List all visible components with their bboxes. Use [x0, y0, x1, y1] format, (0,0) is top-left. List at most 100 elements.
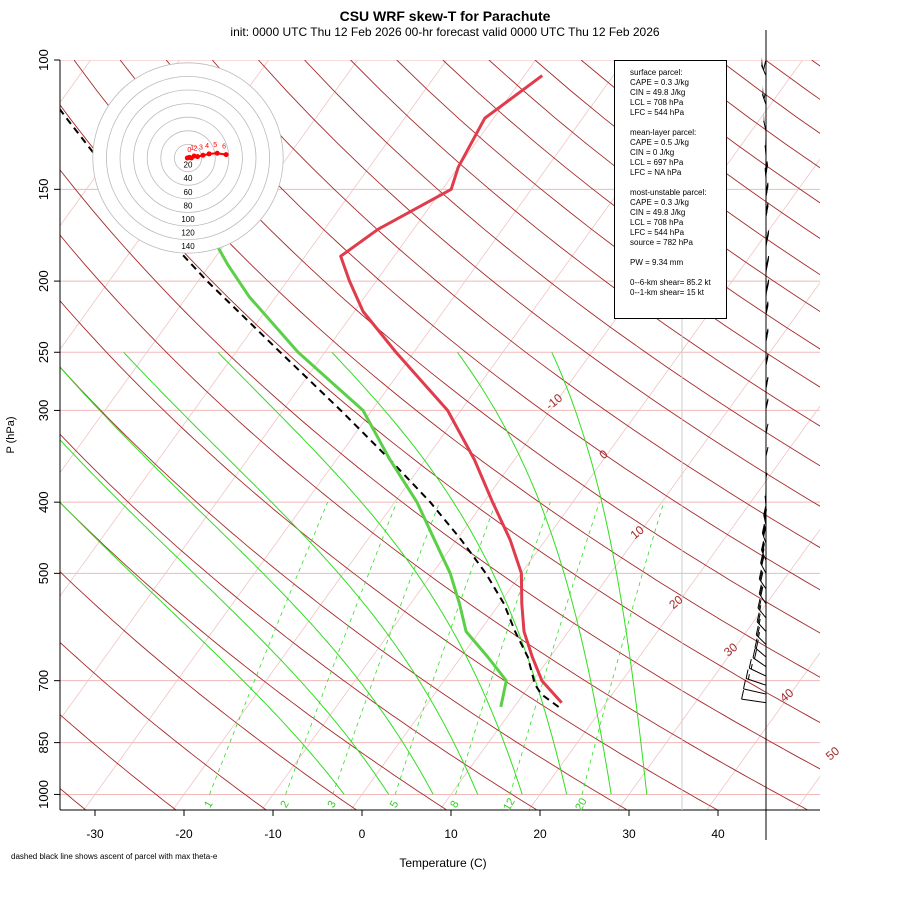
wind-barb: [761, 523, 767, 544]
x-tick-label: 30: [622, 827, 636, 841]
barb-staff: [741, 698, 767, 704]
moist-adiabat-line: [60, 366, 434, 795]
mixing-ratio-label: 12: [501, 796, 518, 813]
wind-barb: [761, 85, 767, 105]
stats-line: CAPE = 0.3 J/kg: [630, 78, 689, 87]
hodograph-height-label: 1: [190, 145, 194, 152]
moist-adiabat-line: [123, 351, 479, 795]
wind-barb: [764, 136, 767, 156]
wind-barb: [741, 690, 767, 704]
dry-adiabat-line: [60, 501, 447, 810]
dry-adiabat-line: [211, 60, 820, 549]
dry-adiabat-line: [73, 60, 820, 678]
parcel-stats-box: surface parcel: CAPE = 0.3 J/kg CIN = 49.8…: [614, 60, 727, 319]
barb-half-flag: [765, 211, 768, 217]
mixing-ratio-label: 2: [278, 799, 291, 810]
isotherm-line: [885, 60, 900, 810]
barb-half-flag: [765, 264, 768, 270]
dewpoint-profile: [214, 243, 508, 708]
y-tick-label: 150: [36, 178, 51, 200]
barb-flag: [760, 572, 764, 582]
y-tick-label: 300: [36, 400, 51, 422]
y-tick-label: 400: [36, 491, 51, 513]
barb-staff: [754, 647, 767, 658]
isotherm-label: 20: [666, 592, 685, 612]
dry-adiabat-line: [60, 169, 820, 770]
x-axis-label: Temperature (C): [399, 856, 486, 870]
isotherm-line: [60, 60, 447, 597]
wind-barb: [758, 569, 767, 590]
wind-barb: [755, 625, 767, 645]
wind-barb: [754, 638, 767, 658]
wind-barb: [763, 111, 767, 132]
barb-flag: [758, 600, 762, 610]
stats-line: CAPE = 0.3 J/kg: [630, 198, 689, 207]
wind-barb: [765, 253, 770, 274]
wind-barb: [757, 598, 767, 619]
barb-flag: [759, 585, 763, 595]
isotherm-line: [617, 528, 820, 810]
isotherm-label: 0: [596, 447, 610, 462]
barb-flag: [756, 612, 760, 622]
barb-flag: [757, 613, 761, 623]
wind-barbs: [741, 56, 770, 704]
mixing-ratio-label: 1: [202, 799, 215, 810]
barb-flag: [760, 586, 764, 597]
dry-adiabat-line: [60, 571, 357, 810]
hodograph-point: [200, 152, 206, 158]
stats-line: CIN = 0 J/kg: [630, 148, 675, 157]
mixing-ratio-label: 3: [325, 799, 338, 810]
hodograph-point: [206, 151, 212, 157]
stats-line: LFC = NA hPa: [630, 168, 682, 177]
barb-flag: [761, 542, 765, 552]
barb-staff: [756, 621, 767, 632]
y-tick-label: 250: [36, 341, 51, 363]
isotherm-label: 10: [628, 523, 647, 543]
hodograph-height-label: 3: [199, 144, 203, 151]
stats-line: most-unstable parcel:: [630, 188, 707, 197]
barb-half-flag: [765, 383, 768, 389]
wind-barb: [758, 584, 767, 605]
barb-flag: [762, 526, 766, 536]
barb-staff: [749, 667, 767, 677]
wind-barb: [765, 376, 769, 395]
wind-barb: [764, 159, 769, 179]
barb-half-flag: [747, 674, 750, 680]
barb-half-flag: [762, 548, 765, 554]
dry-adiabat-line: [119, 60, 820, 634]
isotherm-line: [60, 60, 536, 721]
barb-half-flag: [764, 514, 767, 520]
isotherm-line: [83, 60, 625, 810]
mixing-ratio-line: [209, 502, 328, 795]
stats-line: CIN = 49.8 J/kg: [630, 88, 686, 97]
isotherm-label: 50: [823, 744, 842, 764]
y-tick-label: 100: [36, 49, 51, 71]
isotherm-line: [439, 282, 820, 810]
moist-adiabat-line: [60, 501, 345, 795]
barb-staff: [763, 120, 767, 132]
barb-flag: [752, 648, 756, 658]
barb-flag: [760, 555, 764, 565]
barb-staff: [752, 657, 767, 668]
wind-barb: [763, 505, 768, 526]
isotherm-line: [0, 60, 2, 810]
dry-adiabat-line: [165, 60, 820, 591]
hodograph-ring: [173, 143, 202, 172]
hodograph-height-label: 5: [213, 142, 217, 149]
isotherm-label: 40: [777, 685, 796, 705]
barb-flag: [757, 598, 761, 609]
barb-flag: [763, 508, 767, 518]
y-tick-label: 500: [36, 562, 51, 584]
barb-flag: [765, 283, 769, 293]
barb-flag: [763, 60, 767, 71]
wind-barb: [765, 182, 769, 200]
barb-flag: [765, 305, 769, 315]
dry-adiabat-line: [60, 641, 267, 810]
hodograph-ring-label: 80: [184, 201, 193, 210]
dry-adiabat-line: [858, 60, 900, 810]
barb-half-flag: [765, 191, 768, 197]
barb-staff: [758, 578, 767, 590]
stats-line: PW = 9.34 mm: [630, 258, 684, 267]
moist-adiabat-line: [551, 352, 648, 795]
